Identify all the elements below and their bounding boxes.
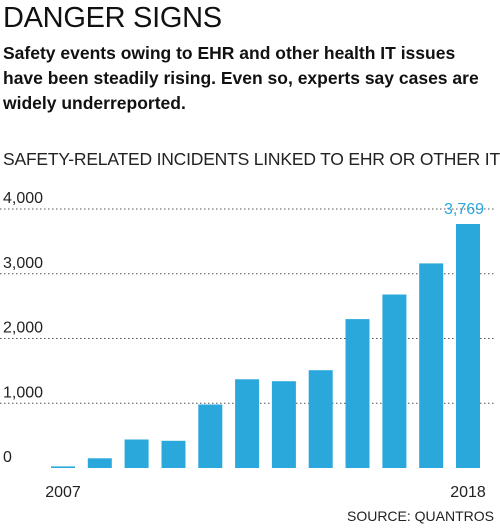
y-tick-label: 4,000 xyxy=(3,190,43,207)
bar-2012 xyxy=(235,379,260,468)
chart-headline: DANGER SIGNS xyxy=(3,2,222,34)
bar-2017 xyxy=(419,263,444,468)
x-tick-label: 2018 xyxy=(450,484,486,501)
bar-2011 xyxy=(198,404,223,468)
y-tick-label: 1,000 xyxy=(3,384,43,401)
bar-2015 xyxy=(345,319,370,468)
bar-2007 xyxy=(51,466,75,468)
bar-2014 xyxy=(308,370,333,468)
y-tick-label: 0 xyxy=(3,449,12,466)
data-label: 3,769 xyxy=(444,201,484,218)
bar-2018 xyxy=(456,224,480,468)
bar-2013 xyxy=(271,381,296,468)
x-tick-label: 2007 xyxy=(45,484,81,501)
y-tick-label: 3,000 xyxy=(3,255,43,272)
y-tick-label: 2,000 xyxy=(3,320,43,337)
source-note: SOURCE: QUANTROS xyxy=(346,508,494,524)
bar-2009 xyxy=(124,439,149,468)
bar-2016 xyxy=(382,294,407,468)
bar-2010 xyxy=(161,440,186,468)
bar-2008 xyxy=(87,458,112,468)
chart-description: Safety events owing to EHR and other hea… xyxy=(3,43,479,113)
chart-title: SAFETY-RELATED INCIDENTS LINKED TO EHR O… xyxy=(3,149,500,169)
